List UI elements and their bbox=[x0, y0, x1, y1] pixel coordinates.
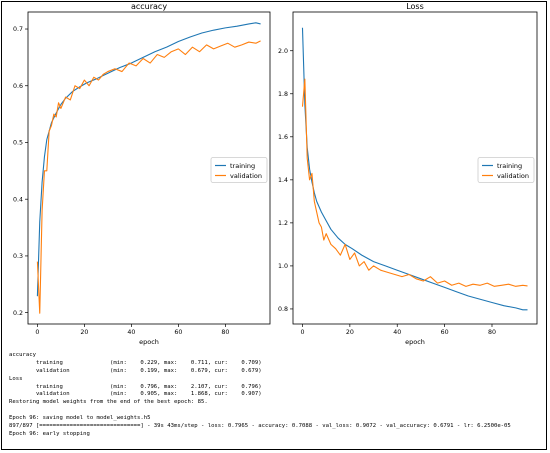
legend-box bbox=[210, 157, 268, 183]
chart-title: Loss bbox=[406, 2, 424, 11]
series-line-training bbox=[36, 22, 261, 297]
x-tick-label: 60 bbox=[174, 329, 182, 336]
log-line: Epoch 96: saving model to model_weights.… bbox=[9, 415, 151, 422]
x-tick-label: 20 bbox=[80, 329, 88, 336]
loss-chart: Loss 0 20 40 60 80 0.8 1.0 1.2 1.4 1.6 1.8 2.0 epoch t… bbox=[278, 2, 538, 346]
y-tick-label: 0.8 bbox=[278, 306, 288, 313]
series-line-validation bbox=[301, 78, 528, 287]
series-line-validation bbox=[36, 40, 261, 314]
log-line: validation (min: 0.199, max: 0.679, cur:… bbox=[9, 367, 262, 374]
x-tick-label: 40 bbox=[127, 329, 135, 336]
x-tick-label: 20 bbox=[346, 329, 354, 336]
x-tick-label: 80 bbox=[488, 329, 496, 336]
x-axis-label: epoch bbox=[405, 338, 425, 346]
log-line: validation (min: 0.905, max: 1.868, cur:… bbox=[9, 391, 262, 398]
legend-label-training: training bbox=[230, 162, 255, 170]
y-tick-label: 0.6 bbox=[13, 83, 23, 90]
log-line: Epoch 96: early stopping bbox=[9, 430, 90, 437]
y-tick-label: 0.3 bbox=[13, 253, 23, 260]
log-line: accuracy bbox=[9, 352, 36, 358]
y-tick-label: 0.4 bbox=[13, 196, 23, 203]
x-tick-label: 0 bbox=[35, 329, 39, 336]
x-tick-label: 60 bbox=[441, 329, 449, 336]
accuracy-chart: accuracy 0 20 40 60 80 0.2 0.3 0.4 0.5 0.6 0.7 epoch… bbox=[13, 2, 271, 346]
plot-area bbox=[292, 11, 538, 325]
legend-label-validation: validation bbox=[497, 172, 529, 180]
training-log: accuracy training (min: 0.229, max: 0.71… bbox=[9, 352, 545, 439]
log-line: Restoring model weights from the end of … bbox=[9, 399, 208, 406]
legend-box bbox=[477, 157, 535, 183]
y-tick-label: 1.2 bbox=[278, 220, 288, 227]
x-tick-label: 40 bbox=[393, 329, 401, 336]
chart-title: accuracy bbox=[131, 2, 167, 11]
plot-area bbox=[27, 11, 271, 325]
y-tick-label: 1.4 bbox=[278, 177, 288, 184]
x-axis-label: epoch bbox=[139, 338, 159, 346]
x-tick-label: 80 bbox=[221, 329, 229, 336]
x-tick-label: 0 bbox=[300, 329, 304, 336]
legend-label-validation: validation bbox=[230, 172, 262, 180]
y-tick-label: 0.5 bbox=[13, 140, 23, 147]
y-tick-label: 0.7 bbox=[13, 26, 23, 33]
legend-label-training: training bbox=[497, 162, 522, 170]
y-tick-label: 2.0 bbox=[278, 48, 288, 55]
y-tick-label: 1.8 bbox=[278, 91, 288, 98]
y-tick-label: 1.0 bbox=[278, 263, 288, 270]
log-line: 897/897 [==============================]… bbox=[9, 423, 511, 430]
log-line bbox=[9, 407, 545, 415]
y-tick-label: 1.6 bbox=[278, 134, 288, 141]
log-line: Loss bbox=[9, 375, 23, 382]
log-line: training (min: 0.796, max: 2.107, cur: 0… bbox=[9, 383, 262, 390]
y-tick-label: 0.2 bbox=[13, 310, 23, 317]
log-line: training (min: 0.229, max: 0.711, cur: 0… bbox=[9, 359, 262, 366]
